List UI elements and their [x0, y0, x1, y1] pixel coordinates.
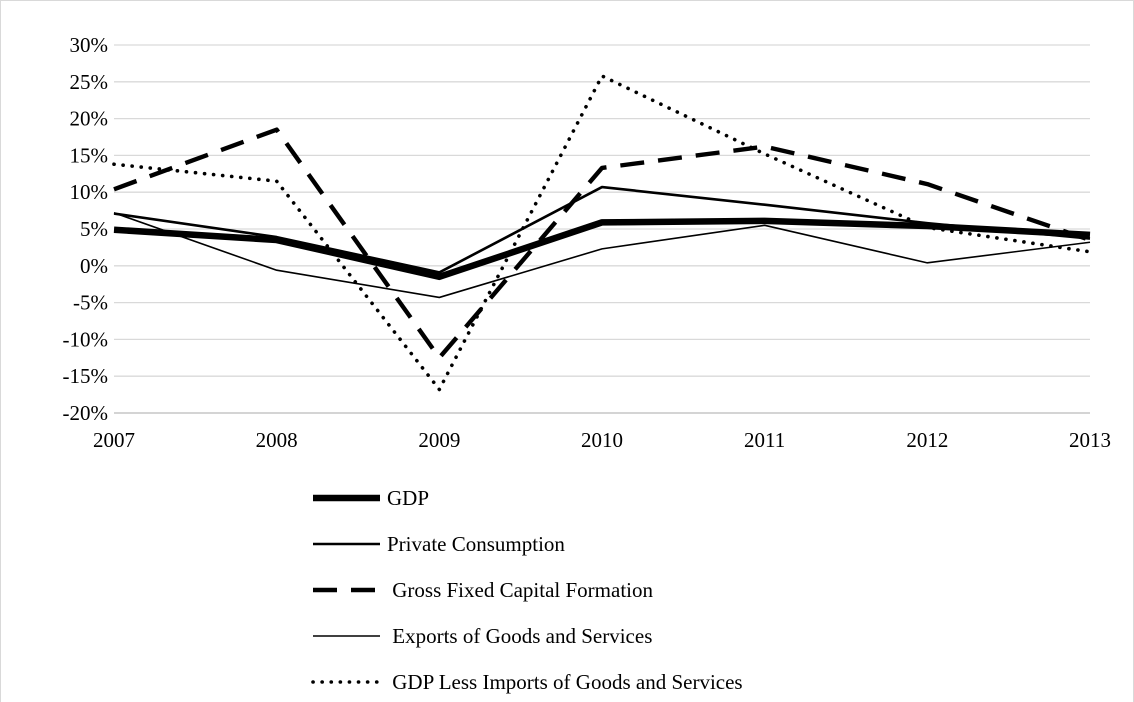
x-tick-label: 2012	[906, 428, 948, 452]
series-lines	[112, 74, 1092, 392]
x-axis: 2007 2008 2009 2010 2011 2012 2013	[93, 412, 1111, 452]
series-line-4	[112, 74, 1092, 392]
y-axis-tick-labels: -20% -15% -10% -5% 0% 5% 10% 15% 20% 25% 30%	[63, 33, 109, 425]
x-tick-label: 2011	[744, 428, 785, 452]
legend-label-3: Exports of Goods and Services	[387, 624, 652, 648]
y-tick-label: 25%	[70, 70, 109, 94]
x-tick-label: 2008	[256, 428, 298, 452]
y-tick-label: -15%	[63, 364, 109, 388]
series-line-3	[113, 212, 1091, 299]
series-line-0	[113, 217, 1091, 281]
legend-label-4: GDP Less Imports of Goods and Services	[387, 670, 743, 694]
y-tick-label: 15%	[70, 143, 109, 167]
y-tick-label: 20%	[70, 107, 109, 131]
x-tick-label: 2010	[581, 428, 623, 452]
x-tick-label: 2009	[418, 428, 460, 452]
y-tick-label: 5%	[80, 217, 108, 241]
x-tick-label: 2007	[93, 428, 135, 452]
y-tick-label: 10%	[70, 180, 109, 204]
legend-label-1: Private Consumption	[387, 532, 565, 556]
y-tick-label: 30%	[70, 33, 109, 57]
y-tick-label: 0%	[80, 254, 108, 278]
y-tick-label: -10%	[63, 327, 109, 351]
y-tick-label: -20%	[63, 401, 109, 425]
legend-label-2: Gross Fixed Capital Formation	[387, 578, 653, 602]
legend-label-0: GDP	[387, 486, 429, 510]
y-tick-label: -5%	[73, 291, 108, 315]
x-tick-label: 2013	[1069, 428, 1111, 452]
legend: GDP Private Consumption Gross Fixed Capit…	[311, 486, 743, 694]
series-line-2	[113, 127, 1091, 360]
